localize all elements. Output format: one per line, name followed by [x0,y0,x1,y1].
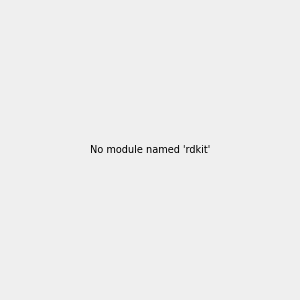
Text: No module named 'rdkit': No module named 'rdkit' [90,145,210,155]
